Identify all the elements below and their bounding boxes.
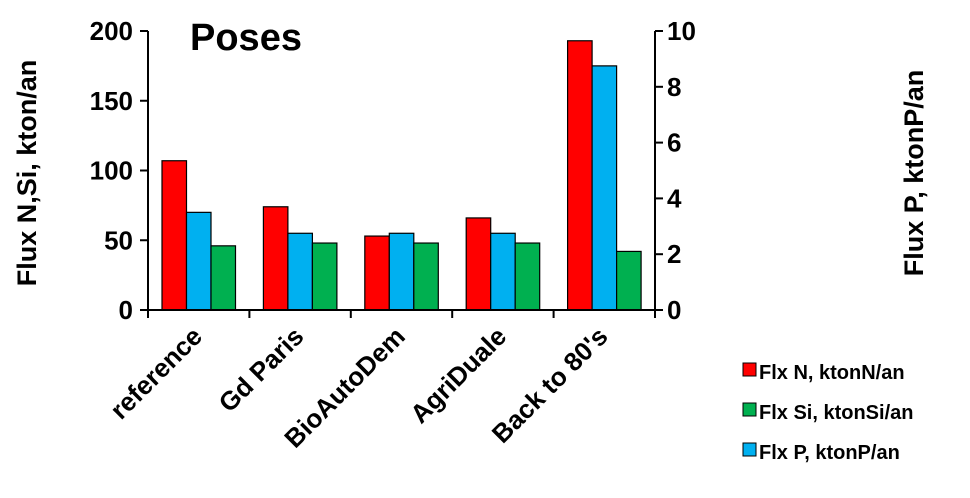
legend-label-1: Flx Si, ktonSi/an: [759, 402, 913, 424]
legend-swatch-0: [742, 362, 757, 377]
right-tick-label-3: 6: [667, 128, 681, 158]
left-tick-labels: 0 50 100 150 200: [90, 16, 133, 325]
left-tick-label-1: 50: [104, 225, 133, 255]
bar-1-1: [287, 232, 313, 311]
legend-label-0: Flx N, ktonN/an: [759, 362, 905, 384]
category-label-0: reference: [104, 321, 208, 425]
left-tick-label-4: 200: [90, 16, 133, 46]
bar-0-0: [161, 160, 188, 311]
bar-0-3: [465, 217, 492, 311]
right-tick-label-4: 8: [667, 72, 681, 102]
bar-1-4: [591, 65, 618, 311]
category-labels: reference Gd ParisBioAutoDemAgriDualeBack…: [104, 321, 614, 454]
right-tick-label-1: 2: [667, 239, 681, 269]
bar-0-1: [262, 206, 289, 311]
legend-swatch-1: [742, 402, 757, 417]
bar-1-2: [388, 232, 415, 311]
bar-2-2: [413, 242, 439, 311]
axes-group: [140, 30, 663, 318]
left-tick-label-3: 150: [90, 86, 133, 116]
category-label-1: Gd Paris: [213, 321, 310, 418]
bars-group: [161, 40, 642, 311]
right-tick-label-5: 10: [667, 16, 696, 46]
bar-0-2: [364, 235, 390, 311]
right-tick-label-2: 4: [667, 183, 682, 213]
bar-2-0: [210, 245, 237, 311]
right-axis-title: Flux P, ktonP/an: [899, 70, 929, 277]
legend: Flx N, ktonN/an Flx Si, ktonSi/an Flx P, k…: [742, 362, 913, 464]
legend-label-2: Flx P, ktonP/an: [759, 442, 900, 464]
left-tick-label-0: 0: [119, 295, 133, 325]
bar-0-4: [566, 40, 593, 311]
bar-2-4: [615, 250, 642, 311]
bar-2-1: [311, 242, 338, 311]
bar-1-3: [490, 232, 516, 311]
left-axis-title: Flux N,Si, kton/an: [12, 60, 42, 287]
left-tick-label-2: 100: [90, 156, 133, 186]
bar-2-3: [514, 242, 541, 311]
chart-title: Poses: [190, 17, 302, 59]
category-label-3: AgriDuale: [404, 321, 512, 429]
right-tick-labels: 0 2 4 6 8 10: [667, 16, 696, 325]
bar-1-0: [185, 211, 212, 311]
right-tick-label-0: 0: [667, 295, 681, 325]
legend-swatch-2: [742, 442, 757, 457]
